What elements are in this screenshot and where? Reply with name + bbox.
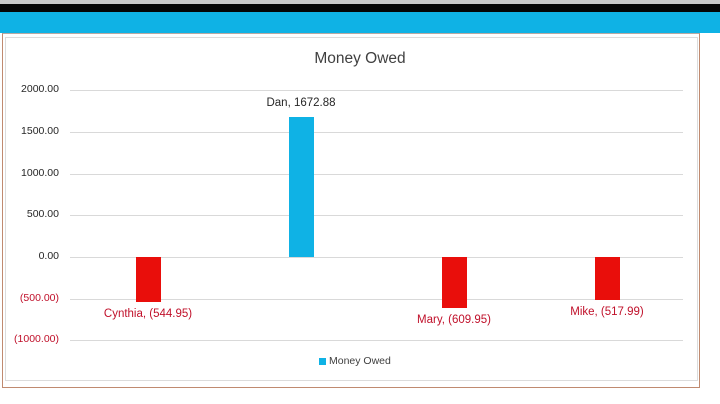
data-label-mary: Mary, (609.95) [417, 313, 491, 326]
gridline [70, 257, 683, 258]
bar-mary[interactable] [441, 257, 467, 308]
gridline [70, 215, 683, 216]
gridline [70, 90, 683, 91]
data-label-mike: Mike, (517.99) [570, 306, 644, 319]
data-label-cynthia: Cynthia, (544.95) [103, 308, 193, 321]
gridline [70, 299, 683, 300]
bar-cynthia[interactable] [135, 257, 161, 303]
y-tick-label: 1500.00 [21, 125, 59, 137]
y-tick-label: (1000.00) [14, 333, 59, 345]
gridline [70, 340, 683, 341]
y-tick-label: 2000.00 [21, 83, 59, 95]
y-tick-label: 1000.00 [21, 167, 59, 179]
gridline [70, 174, 683, 175]
chart-frame [2, 33, 700, 388]
chart-area[interactable] [5, 37, 698, 381]
top-dark-band [0, 4, 720, 12]
chart-title: Money Owed [314, 50, 406, 67]
header-accent-bar [0, 12, 720, 33]
legend-label: Money Owed [329, 355, 391, 367]
y-tick-label: 0.00 [38, 250, 59, 262]
y-tick-label: 500.00 [26, 208, 59, 220]
data-label-dan: Dan, 1672.88 [266, 97, 336, 110]
gridline [70, 132, 683, 133]
bar-dan[interactable] [288, 117, 314, 257]
legend[interactable]: Money Owed [319, 355, 391, 367]
legend-swatch-icon [319, 357, 326, 365]
y-tick-label: (500.00) [19, 292, 59, 304]
bar-mike[interactable] [594, 257, 620, 301]
top-window-strip [0, 0, 720, 4]
